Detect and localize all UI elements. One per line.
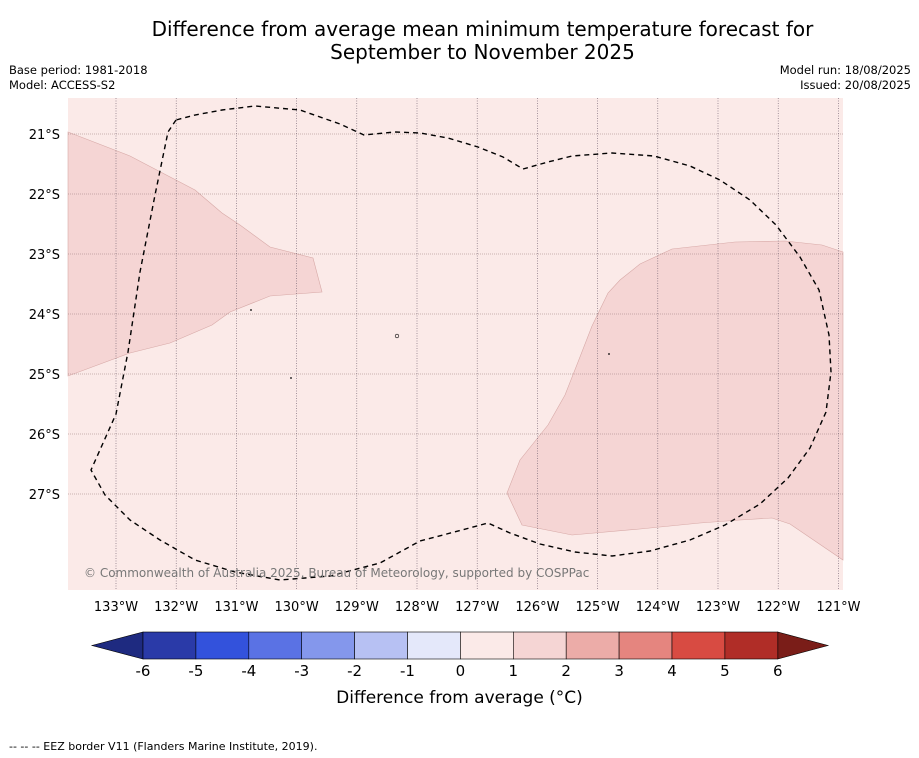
lon-label: 124°W: [636, 600, 680, 615]
lat-label: 26°S: [29, 428, 60, 443]
chart-title: Difference from average mean minimum tem…: [0, 18, 919, 64]
colorbar-swatch: [354, 631, 408, 660]
colorbar-swatch: [301, 631, 355, 660]
lon-label: 123°W: [696, 600, 740, 615]
model-name: Model: ACCESS-S2: [9, 78, 116, 92]
lon-label: 133°W: [94, 600, 138, 615]
copyright-text: © Commonwealth of Australia 2025, Bureau…: [84, 566, 589, 580]
lon-label: 130°W: [275, 600, 319, 615]
island-dot: [394, 333, 400, 339]
lon-label: 125°W: [576, 600, 620, 615]
island-dot: [290, 377, 292, 379]
colorbar-tick: -3: [294, 662, 309, 680]
colorbar-tick: 1: [509, 662, 519, 680]
colorbar-tick: 2: [561, 662, 571, 680]
colorbar-swatch: [724, 631, 779, 660]
colorbar-tick: 6: [773, 662, 783, 680]
colorbar-swatch: [195, 631, 250, 660]
latitude-labels: 21°S 22°S 23°S 24°S 25°S 26°S 27°S: [29, 128, 60, 503]
colorbar-extend-high: [777, 631, 830, 660]
lon-label: 132°W: [154, 600, 198, 615]
colorbar: -6 -5 -4 -3 -2 -1 0 1 2 3 4 5 6: [90, 631, 830, 680]
meta-right: Model run: 18/08/2025 Issued: 20/08/2025: [780, 63, 911, 93]
colorbar-tick: 5: [720, 662, 730, 680]
lat-label: 25°S: [29, 368, 60, 383]
gridlines: [68, 98, 843, 590]
model-run: Model run: 18/08/2025: [779, 63, 911, 77]
eez-border: [90, 105, 832, 581]
lat-label: 27°S: [29, 488, 60, 503]
lon-label: 131°W: [214, 600, 258, 615]
colorbar-tick: -1: [400, 662, 415, 680]
meta-left: Base period: 1981-2018 Model: ACCESS-S2: [9, 63, 148, 93]
colorbar-tick: -4: [241, 662, 256, 680]
lat-label: 24°S: [29, 308, 60, 323]
base-period: Base period: 1981-2018: [9, 63, 148, 77]
colorbar-tick: -2: [347, 662, 362, 680]
lon-label: 128°W: [395, 600, 439, 615]
lat-label: 22°S: [29, 188, 60, 203]
title-line-2: September to November 2025: [330, 40, 635, 64]
colorbar-tick: 4: [667, 662, 677, 680]
colorbar-label: Difference from average (°C): [336, 688, 583, 708]
lon-label: 121°W: [816, 600, 860, 615]
colorbar-tick: 3: [614, 662, 624, 680]
colorbar-swatch: [565, 631, 620, 660]
island-dot: [250, 309, 252, 311]
island-dot: [608, 353, 610, 355]
lon-label: 129°W: [335, 600, 379, 615]
colorbar-swatch: [248, 631, 303, 660]
colorbar-tick: 0: [456, 662, 466, 680]
colorbar-extend-low: [90, 631, 144, 660]
islands: [250, 309, 610, 379]
longitude-labels: 133°W 132°W 131°W 130°W 129°W 128°W 127°W 126°W…: [94, 600, 861, 615]
lat-label: 23°S: [29, 248, 60, 263]
title-line-1: Difference from average mean minimum tem…: [151, 17, 814, 41]
colorbar-swatch: [671, 631, 726, 660]
colorbar-tick: -5: [188, 662, 203, 680]
lat-label: 21°S: [29, 128, 60, 143]
colorbar-tick: -6: [136, 662, 151, 680]
lon-label: 127°W: [455, 600, 499, 615]
colorbar-swatch: [460, 631, 514, 660]
lon-label: 122°W: [756, 600, 800, 615]
eez-legend: -- -- -- EEZ border V11 (Flanders Marine…: [9, 740, 318, 753]
colorbar-swatch: [142, 631, 197, 660]
colorbar-swatch: [512, 631, 567, 660]
lon-label: 126°W: [515, 600, 559, 615]
issued-date: Issued: 20/08/2025: [800, 78, 911, 92]
anomaly-region-east: [506, 240, 844, 561]
colorbar-swatch: [618, 631, 673, 660]
colorbar-swatch: [407, 631, 461, 660]
